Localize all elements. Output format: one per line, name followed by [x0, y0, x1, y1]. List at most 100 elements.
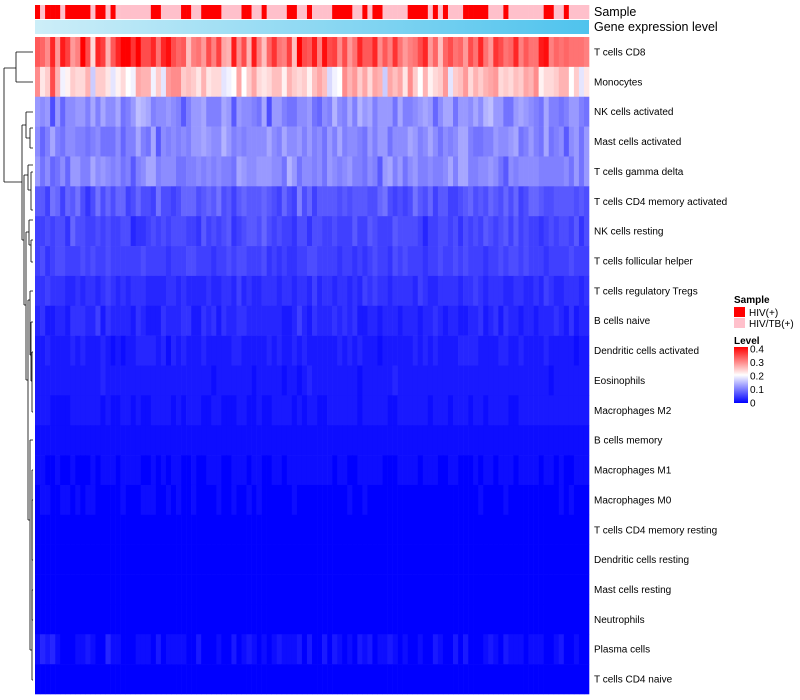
heatmap-cell — [543, 574, 550, 605]
heatmap-cell — [332, 186, 338, 217]
heatmap-cell — [75, 216, 81, 247]
heatmap-cell — [458, 365, 464, 396]
heatmap-cell — [266, 574, 273, 605]
heatmap-cell — [125, 365, 131, 396]
heatmap-cell — [407, 246, 414, 277]
heatmap-cell — [100, 186, 106, 217]
heatmap-cell — [201, 664, 207, 695]
heatmap-cell — [105, 335, 111, 366]
heatmap-cell — [483, 484, 489, 516]
heatmap-cell — [543, 37, 550, 68]
heatmap-cell — [453, 275, 459, 307]
heatmap-cell — [543, 634, 550, 665]
heatmap-cell — [478, 275, 484, 307]
heatmap-cell — [412, 544, 419, 575]
heatmap-cell — [201, 156, 207, 187]
heatmap-cell — [442, 484, 449, 516]
heatmap-cell — [150, 275, 157, 307]
heatmap-cell — [60, 96, 66, 127]
heatmap-cell — [35, 66, 41, 98]
heatmap-cell — [251, 246, 257, 277]
heatmap-cell — [327, 514, 333, 545]
heatmap-cell — [165, 305, 172, 336]
heatmap-cell — [201, 544, 207, 575]
heatmap-cell — [538, 484, 544, 516]
heatmap-cell — [90, 186, 96, 217]
heatmap-cell — [201, 186, 207, 217]
heatmap-cell — [80, 544, 86, 575]
heatmap-cell — [513, 395, 519, 426]
heatmap-cell — [468, 484, 474, 516]
heatmap-cell — [327, 484, 333, 516]
heatmap-cell — [80, 574, 86, 605]
heatmap-cell — [135, 484, 142, 516]
heatmap-cell — [286, 455, 293, 486]
heatmap-cell — [453, 216, 459, 247]
row-label: T cells CD4 memory resting — [594, 525, 717, 536]
heatmap-cell — [392, 305, 398, 336]
heatmap-cell — [483, 246, 489, 277]
heatmap-cell — [165, 66, 172, 98]
heatmap-cell — [417, 544, 424, 575]
heatmap-cell — [468, 544, 474, 575]
heatmap-cell — [281, 37, 288, 68]
heatmap-cell — [528, 574, 534, 605]
sample-annotation-cell — [447, 5, 454, 19]
heatmap-cell — [160, 365, 167, 396]
heatmap-cell — [281, 544, 288, 575]
heatmap-cell — [40, 216, 46, 247]
heatmap-cell — [548, 126, 555, 157]
heatmap-cell — [357, 96, 363, 127]
heatmap-cell — [160, 246, 167, 277]
heatmap-cell — [432, 66, 439, 98]
heatmap-cell — [55, 634, 61, 665]
heatmap-cell — [236, 37, 242, 68]
heatmap-cell — [513, 216, 519, 247]
heatmap-cell — [246, 216, 252, 247]
heatmap-cell — [548, 455, 555, 486]
heatmap-cell — [337, 305, 343, 336]
heatmap-cell — [226, 365, 232, 396]
heatmap-cell — [327, 574, 333, 605]
heatmap-cell — [50, 216, 56, 247]
heatmap-cell — [216, 365, 222, 396]
heatmap-cell — [286, 574, 293, 605]
heatmap-cell — [417, 455, 424, 486]
heatmap-cell — [65, 156, 71, 187]
heatmap-cell — [427, 664, 434, 695]
heatmap-cell — [70, 395, 76, 426]
heatmap-cell — [382, 275, 388, 307]
heatmap-cell — [493, 156, 499, 187]
heatmap-cell — [155, 66, 162, 98]
heatmap-cell — [55, 216, 61, 247]
heatmap-cell — [422, 335, 429, 366]
heatmap-cell — [528, 544, 534, 575]
heatmap-cell — [483, 66, 489, 98]
heatmap-cell — [568, 544, 575, 575]
heatmap-cell — [357, 216, 363, 247]
heatmap-cell — [35, 305, 41, 336]
heatmap-cell — [80, 634, 86, 665]
heatmap-cell — [427, 37, 434, 68]
heatmap-cell — [387, 335, 393, 366]
heatmap-cell — [261, 66, 267, 98]
heatmap-cell — [317, 574, 323, 605]
heatmap-cell — [216, 664, 222, 695]
heatmap-cell — [498, 365, 504, 396]
heatmap-cell — [528, 126, 534, 157]
heatmap-cell — [367, 574, 373, 605]
heatmap-cell — [155, 186, 162, 217]
heatmap-cell — [191, 216, 197, 247]
heatmap-cell — [150, 455, 157, 486]
heatmap-cell — [281, 514, 288, 545]
heatmap-cell — [286, 216, 293, 247]
heatmap-cell — [533, 156, 539, 187]
heatmap-cell — [55, 604, 61, 635]
heatmap-cell — [463, 246, 469, 277]
heatmap-cell — [90, 664, 96, 695]
heatmap-cell — [70, 455, 76, 486]
heatmap-cell — [256, 395, 262, 426]
heatmap-cell — [231, 66, 237, 98]
heatmap-cell — [427, 544, 434, 575]
heatmap-cell — [95, 604, 101, 635]
